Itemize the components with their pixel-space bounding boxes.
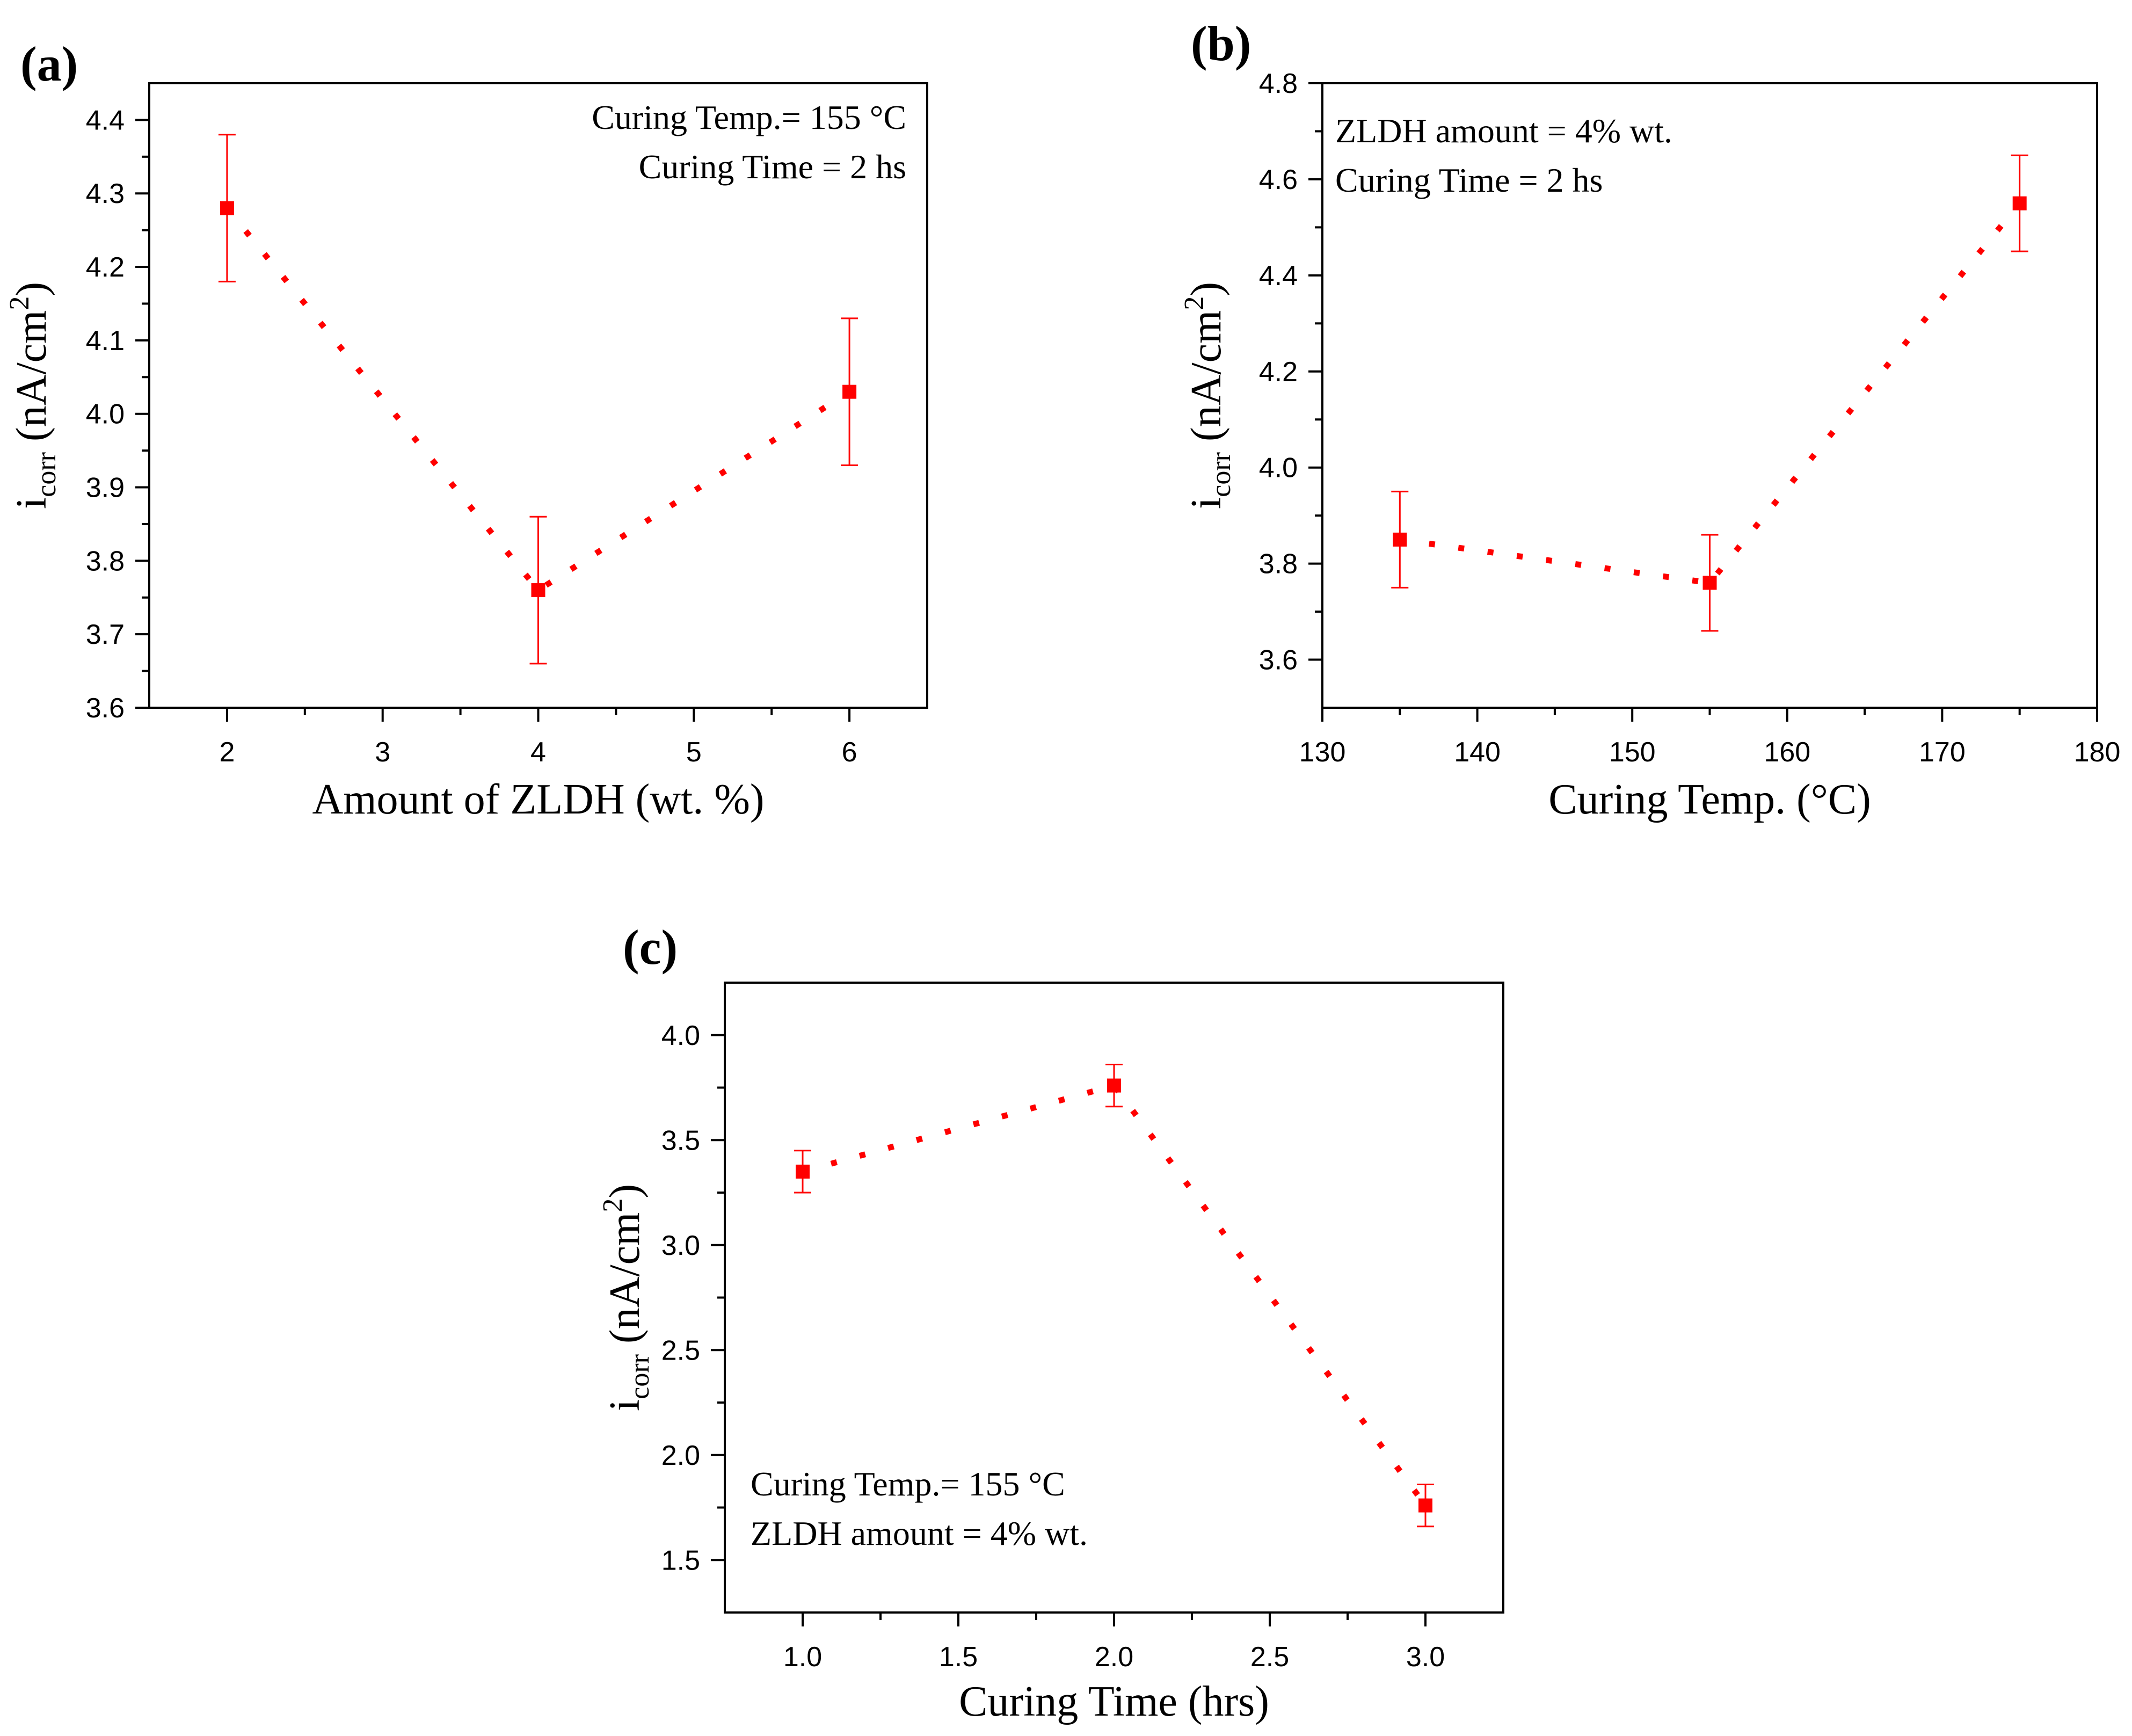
x-axis-label: Amount of ZLDH (wt. %) — [312, 776, 764, 823]
panel-label: (a) — [20, 37, 78, 91]
data-point-marker — [842, 384, 857, 399]
y-axis-label-main: i — [8, 497, 55, 509]
y-axis-label-unit: (nA/cm — [1183, 310, 1230, 452]
data-point-marker — [220, 201, 234, 215]
y-axis-label-unit: (nA/cm — [8, 310, 55, 452]
x-tick-label: 1.0 — [783, 1641, 822, 1673]
y-tick-label: 4.6 — [1259, 164, 1298, 195]
data-point-marker — [1702, 576, 1717, 590]
y-tick-label: 2.0 — [661, 1440, 700, 1471]
x-tick-label: 5 — [686, 737, 702, 768]
y-tick-label: 4.2 — [86, 252, 125, 283]
panel-label: (c) — [623, 920, 678, 975]
y-tick-label: 3.5 — [661, 1125, 700, 1156]
annotation-text: Curing Temp.= 155 °C — [751, 1465, 1065, 1503]
y-tick-label: 3.8 — [1259, 549, 1298, 580]
y-tick-label: 4.3 — [86, 178, 125, 209]
x-tick-label: 170 — [1919, 737, 1966, 768]
y-tick-label: 4.0 — [86, 399, 125, 430]
y-tick-label: 3.0 — [661, 1230, 700, 1261]
y-tick-label: 1.5 — [661, 1545, 700, 1576]
x-tick-label: 140 — [1454, 737, 1501, 768]
series-dotted-line — [224, 206, 852, 594]
series-dotted-line — [802, 1082, 1428, 1507]
x-tick-label: 6 — [842, 737, 857, 768]
y-axis-label-sup: 2 — [4, 296, 35, 310]
x-tick-label: 2 — [219, 737, 235, 768]
x-tick-label: 4 — [530, 737, 546, 768]
x-tick-label: 180 — [2074, 737, 2121, 768]
x-axis-label: Curing Time (hrs) — [959, 1678, 1269, 1725]
annotation-text: Curing Time = 2 hs — [639, 148, 906, 186]
y-tick-label: 3.6 — [86, 693, 125, 724]
y-axis-label-close: ) — [601, 1184, 649, 1199]
y-axis-label-close: ) — [8, 282, 55, 296]
x-tick-label: 150 — [1609, 737, 1656, 768]
y-tick-label: 3.8 — [86, 546, 125, 577]
data-point-marker — [796, 1164, 810, 1179]
data-point-marker — [1418, 1498, 1432, 1513]
y-axis-label-sup: 2 — [598, 1199, 628, 1212]
y-axis-label: icorr (nA/cm2) — [1179, 282, 1236, 509]
x-tick-label: 2.0 — [1095, 1641, 1133, 1673]
x-tick-label: 2.5 — [1250, 1641, 1289, 1673]
y-tick-label: 3.6 — [1259, 645, 1298, 676]
panel-label: (b) — [1191, 16, 1251, 71]
chart-panel-b: (b) 130 140 150 160 170 180 3.6 3.8 4.0 4.2 4.4 4.6 4… — [1179, 16, 2120, 823]
annotation-text: ZLDH amount = 4% wt. — [751, 1514, 1088, 1552]
y-axis-label-unit: (nA/cm — [601, 1212, 649, 1354]
x-axis-label: Curing Temp. (°C) — [1548, 776, 1871, 823]
series-dotted-line — [1399, 201, 2022, 586]
x-tick-label: 3.0 — [1406, 1641, 1445, 1673]
y-axis-label-close: ) — [1183, 282, 1230, 296]
y-axis-label-sub: corr — [1206, 452, 1236, 497]
annotation-text: ZLDH amount = 4% wt. — [1335, 112, 1672, 150]
y-tick-label: 2.5 — [661, 1335, 700, 1366]
y-tick-label: 3.7 — [86, 619, 125, 650]
annotation-text: Curing Time = 2 hs — [1335, 161, 1603, 199]
chart-panel-c: (c) 1.0 1.5 2.0 2.5 3.0 1.5 2.0 2.5 3.0 3.5 4.0 Curi… — [598, 920, 1504, 1725]
y-axis-label-sub: corr — [624, 1354, 655, 1399]
x-tick-label: 130 — [1299, 737, 1346, 768]
y-tick-label: 4.4 — [1259, 260, 1298, 292]
y-tick-label: 4.0 — [1259, 453, 1298, 484]
y-axis-label-main: i — [1183, 497, 1230, 509]
y-tick-label: 4.2 — [1259, 357, 1298, 388]
chart-panel-a: (a) 2 3 4 5 6 3.6 3.7 3.8 3.9 4.0 4.1 4.2 4.3 4.4 Amoun… — [4, 37, 928, 823]
x-tick-label: 3 — [375, 737, 390, 768]
y-tick-label: 4.0 — [661, 1020, 700, 1051]
annotation-text: Curing Temp.= 155 °C — [592, 98, 906, 136]
y-axis-label-sub: corr — [31, 452, 62, 497]
y-tick-label: 3.9 — [86, 473, 125, 504]
x-tick-label: 1.5 — [939, 1641, 978, 1673]
y-axis-label: icorr (nA/cm2) — [4, 282, 62, 509]
y-tick-label: 4.4 — [86, 105, 125, 136]
y-tick-label: 4.8 — [1259, 68, 1298, 99]
data-point-marker — [1107, 1078, 1121, 1093]
y-tick-label: 4.1 — [86, 325, 125, 357]
y-axis-label-main: i — [601, 1399, 649, 1411]
y-axis-label-sup: 2 — [1179, 296, 1210, 310]
x-tick-label: 160 — [1764, 737, 1810, 768]
y-axis-label: icorr (nA/cm2) — [598, 1184, 655, 1411]
data-point-marker — [531, 583, 545, 598]
data-point-marker — [2012, 196, 2027, 210]
data-point-marker — [1393, 532, 1407, 547]
